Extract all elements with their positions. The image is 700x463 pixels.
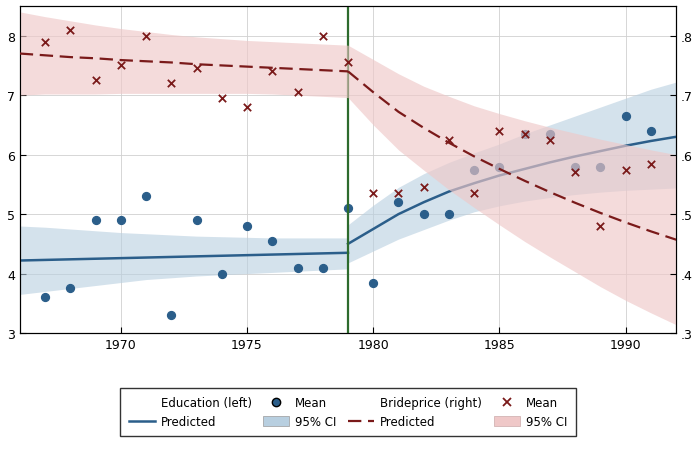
Point xyxy=(342,60,354,67)
Point xyxy=(595,163,606,171)
Point xyxy=(519,131,531,138)
Point xyxy=(418,184,429,192)
Point xyxy=(166,81,177,88)
Point xyxy=(39,294,50,301)
Point xyxy=(317,33,328,40)
Point xyxy=(216,270,228,278)
Point xyxy=(116,217,127,224)
Point xyxy=(292,264,303,272)
Point xyxy=(90,217,101,224)
Point xyxy=(141,193,152,200)
Point xyxy=(519,131,531,138)
Point xyxy=(645,128,657,135)
Point xyxy=(545,131,556,138)
Point xyxy=(393,190,404,198)
Point xyxy=(141,33,152,40)
Point xyxy=(443,211,454,219)
Point xyxy=(620,166,631,174)
Point xyxy=(418,211,429,219)
Point xyxy=(64,285,76,293)
Point xyxy=(216,95,228,103)
Point xyxy=(267,238,278,245)
Legend: Education (left), Predicted, Mean, 95% CI, Brideprice (right), Predicted, Mean, : Education (left), Predicted, Mean, 95% C… xyxy=(120,388,575,437)
Point xyxy=(494,163,505,171)
Point xyxy=(368,190,379,198)
Point xyxy=(90,77,101,85)
Point xyxy=(393,199,404,206)
Point xyxy=(241,104,253,112)
Point xyxy=(241,223,253,230)
Point xyxy=(368,279,379,287)
Point xyxy=(39,39,50,46)
Point xyxy=(620,113,631,120)
Point xyxy=(292,89,303,97)
Point xyxy=(494,128,505,135)
Point xyxy=(267,69,278,76)
Point xyxy=(443,137,454,144)
Point xyxy=(645,161,657,168)
Point xyxy=(468,190,480,198)
Point xyxy=(570,169,581,177)
Point xyxy=(570,163,581,171)
Point xyxy=(317,264,328,272)
Point xyxy=(116,63,127,70)
Point xyxy=(191,217,202,224)
Point xyxy=(595,223,606,230)
Point xyxy=(468,166,480,174)
Point xyxy=(64,27,76,34)
Point xyxy=(166,312,177,319)
Point xyxy=(545,137,556,144)
Point xyxy=(342,205,354,213)
Point xyxy=(191,66,202,73)
